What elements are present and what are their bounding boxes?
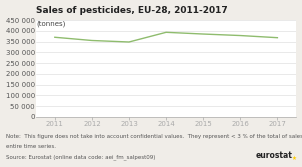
Text: Sales of pesticides, EU-28, 2011-2017: Sales of pesticides, EU-28, 2011-2017 (36, 6, 228, 15)
Text: (tonnes): (tonnes) (36, 20, 66, 27)
Text: Note:  This figure does not take into account confidential values.  They represe: Note: This figure does not take into acc… (6, 134, 302, 139)
Text: ★: ★ (292, 156, 297, 161)
Text: Source: Eurostat (online data code: aei_fm_salpest09): Source: Eurostat (online data code: aei_… (6, 154, 156, 160)
Text: entire time series.: entire time series. (6, 144, 56, 149)
Text: eurostat: eurostat (256, 151, 293, 160)
